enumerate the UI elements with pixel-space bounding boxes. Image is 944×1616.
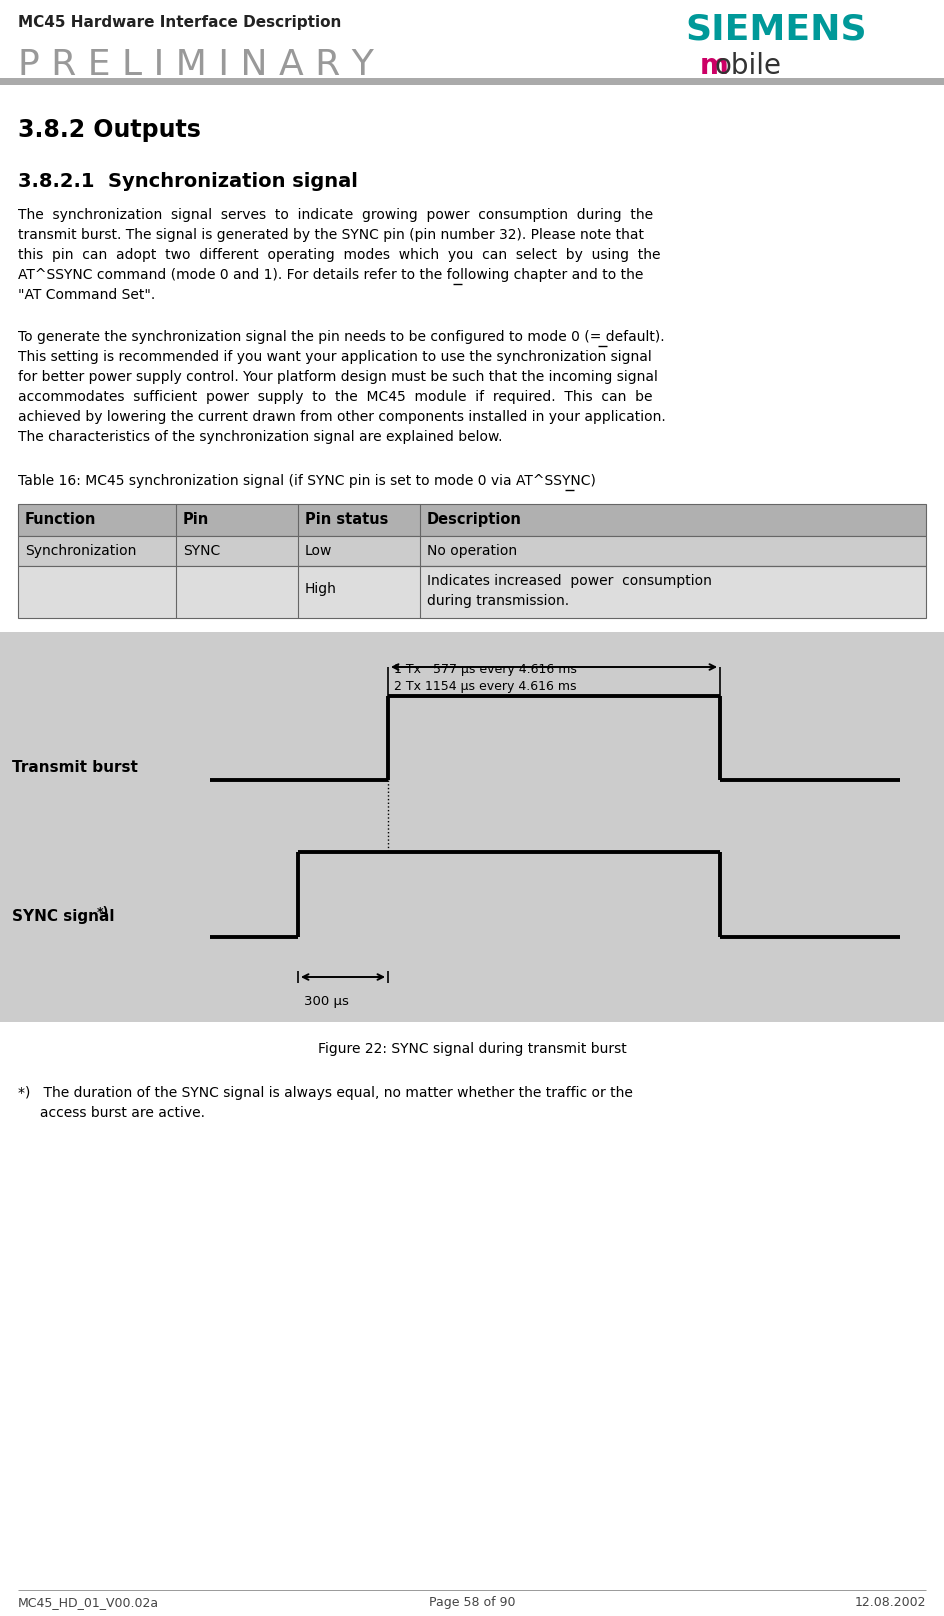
Text: Low: Low [305, 545, 332, 558]
Text: To generate the synchronization signal the pin needs to be configured to mode 0 : To generate the synchronization signal t… [18, 330, 665, 344]
Text: MC45 Hardware Interface Description: MC45 Hardware Interface Description [18, 15, 342, 31]
Text: 2 Tx 1154 µs every 4.616 ms: 2 Tx 1154 µs every 4.616 ms [394, 680, 577, 693]
Text: Synchronization: Synchronization [25, 545, 136, 558]
Text: obile: obile [714, 52, 781, 81]
Text: High: High [305, 582, 337, 596]
Text: transmit burst. The signal is generated by the SYNC pin (pin number 32). Please : transmit burst. The signal is generated … [18, 228, 644, 242]
Text: 3.8.2.1  Synchronization signal: 3.8.2.1 Synchronization signal [18, 171, 358, 191]
Text: P R E L I M I N A R Y: P R E L I M I N A R Y [18, 48, 374, 82]
Text: *): *) [97, 907, 110, 920]
Text: Pin status: Pin status [305, 512, 388, 527]
Text: 1 Tx   577 µs every 4.616 ms: 1 Tx 577 µs every 4.616 ms [394, 663, 577, 675]
Text: 12.08.2002: 12.08.2002 [854, 1597, 926, 1610]
Text: *)   The duration of the SYNC signal is always equal, no matter whether the traf: *) The duration of the SYNC signal is al… [18, 1086, 632, 1100]
Text: Table 16: MC45 synchronization signal (if SYNC pin is set to mode 0 via AT^SSYNC: Table 16: MC45 synchronization signal (i… [18, 473, 596, 488]
Text: Pin: Pin [183, 512, 210, 527]
Text: Function: Function [25, 512, 96, 527]
Bar [0, 78, 944, 86]
Text: achieved by lowering the current drawn from other components installed in your a: achieved by lowering the current drawn f… [18, 410, 666, 423]
Text: this  pin  can  adopt  two  different  operating  modes  which  you  can  select: this pin can adopt two different operati… [18, 247, 661, 262]
Bar [18, 504, 926, 537]
Text: 3.8.2 Outputs: 3.8.2 Outputs [18, 118, 201, 142]
Bar [18, 537, 926, 566]
Text: during transmission.: during transmission. [427, 595, 569, 608]
Bar [18, 566, 926, 617]
Text: MC45_HD_01_V00.02a: MC45_HD_01_V00.02a [18, 1597, 160, 1610]
Text: "AT Command Set".: "AT Command Set". [18, 288, 155, 302]
Text: The characteristics of the synchronization signal are explained below.: The characteristics of the synchronizati… [18, 430, 502, 444]
Text: This setting is recommended if you want your application to use the synchronizat: This setting is recommended if you want … [18, 351, 651, 364]
Text: access burst are active.: access burst are active. [18, 1105, 205, 1120]
Text: Transmit burst: Transmit burst [12, 760, 138, 776]
Text: AT^SSYNC command (mode 0 and 1). For details refer to the following chapter and : AT^SSYNC command (mode 0 and 1). For det… [18, 268, 644, 283]
Text: No operation: No operation [427, 545, 517, 558]
Text: The  synchronization  signal  serves  to  indicate  growing  power  consumption : The synchronization signal serves to ind… [18, 208, 653, 221]
Text: Description: Description [427, 512, 522, 527]
Bar [0, 632, 944, 1021]
Text: accommodates  sufficient  power  supply  to  the  MC45  module  if  required.  T: accommodates sufficient power supply to … [18, 389, 652, 404]
Text: SIEMENS: SIEMENS [685, 11, 867, 45]
Text: Figure 22: SYNC signal during transmit burst: Figure 22: SYNC signal during transmit b… [317, 1042, 627, 1055]
Text: Page 58 of 90: Page 58 of 90 [429, 1597, 515, 1610]
Text: Indicates increased  power  consumption: Indicates increased power consumption [427, 574, 712, 588]
Text: 300 µs: 300 µs [304, 995, 349, 1008]
Text: for better power supply control. Your platform design must be such that the inco: for better power supply control. Your pl… [18, 370, 658, 385]
Text: SYNC signal: SYNC signal [12, 908, 114, 924]
Text: PRELIMINARY: PRELIMINARY [0, 706, 944, 855]
Text: SYNC: SYNC [183, 545, 220, 558]
Text: m: m [700, 52, 729, 81]
